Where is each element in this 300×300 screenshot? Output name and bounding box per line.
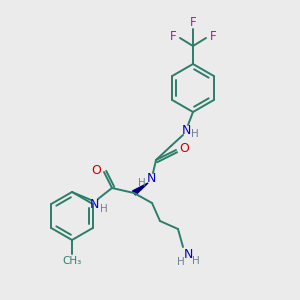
Text: F: F xyxy=(210,31,216,44)
Text: H: H xyxy=(177,257,185,267)
Text: N: N xyxy=(146,172,156,184)
Text: H: H xyxy=(100,204,108,214)
Text: H: H xyxy=(138,178,146,188)
Text: N: N xyxy=(183,248,193,262)
Text: F: F xyxy=(190,16,196,28)
Text: CH₃: CH₃ xyxy=(62,256,82,266)
Text: O: O xyxy=(179,142,189,155)
Text: N: N xyxy=(89,197,99,211)
Polygon shape xyxy=(133,183,148,195)
Text: F: F xyxy=(170,31,176,44)
Text: N: N xyxy=(181,124,191,136)
Text: H: H xyxy=(192,256,200,266)
Text: O: O xyxy=(91,164,101,178)
Text: H: H xyxy=(191,129,199,139)
